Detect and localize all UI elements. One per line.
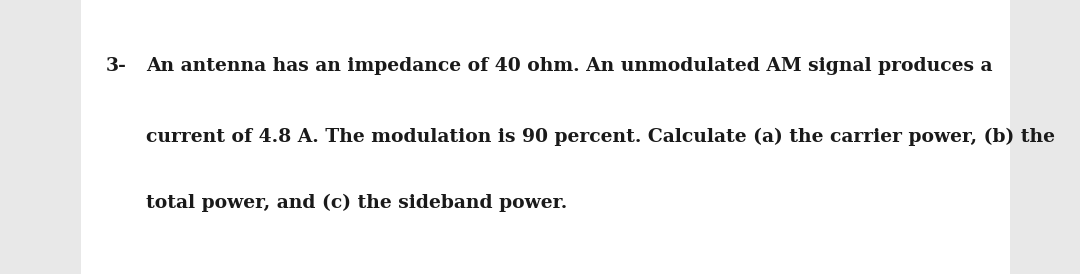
Text: current of 4.8 A. The modulation is 90 percent. Calculate (a) the carrier power,: current of 4.8 A. The modulation is 90 p… xyxy=(146,128,1055,146)
Text: total power, and (c) the sideband power.: total power, and (c) the sideband power. xyxy=(146,194,567,212)
Text: An antenna has an impedance of 40 ohm. An unmodulated AM signal produces a: An antenna has an impedance of 40 ohm. A… xyxy=(146,57,993,75)
Bar xyxy=(0,0,81,274)
Text: 3-: 3- xyxy=(106,57,126,75)
Bar xyxy=(1010,0,1080,274)
